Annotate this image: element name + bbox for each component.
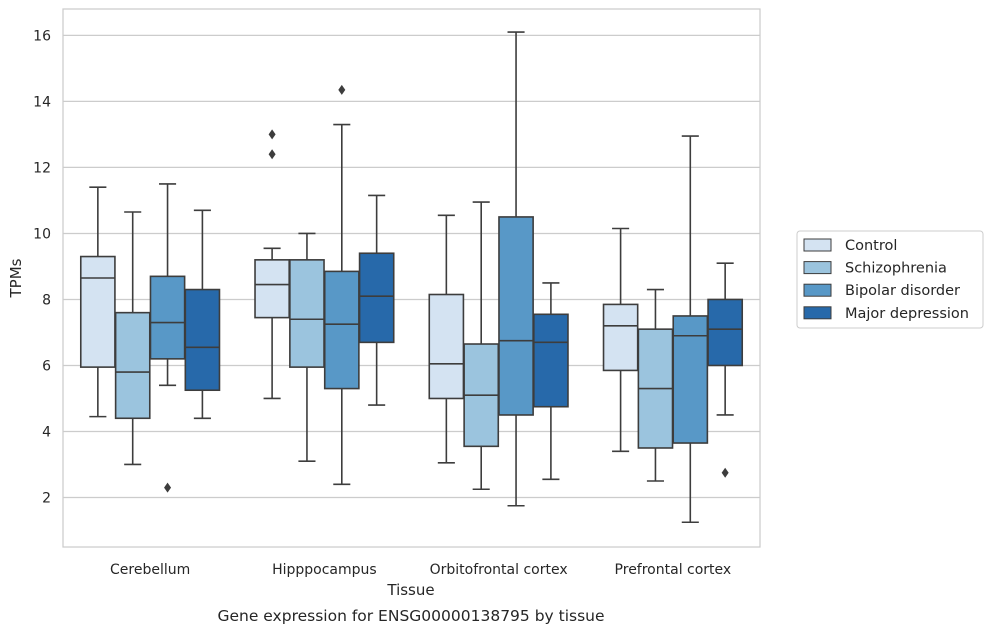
box-group [498, 31, 534, 507]
outlier-point [338, 84, 346, 95]
box-group [358, 194, 395, 406]
box-body [533, 313, 569, 408]
y-tick-label: 2 [42, 490, 51, 506]
box-body [498, 216, 534, 416]
box-group [184, 209, 221, 420]
y-tick-label: 16 [33, 28, 51, 44]
x-tick-label: Prefrontal cortex [615, 562, 732, 578]
y-tick-label: 10 [33, 226, 51, 242]
box-body [114, 311, 151, 420]
box-body [149, 275, 186, 360]
legend-frame [796, 230, 984, 329]
box-group [79, 186, 116, 418]
box-group [289, 232, 325, 462]
box-body [289, 259, 325, 368]
legend-swatch [803, 261, 832, 275]
y-tick-labels: 2 4 6 8 10 12 14 16 [33, 28, 51, 506]
box-group [672, 135, 709, 524]
x-tick-label: Orbitofrontal cortex [430, 562, 568, 578]
legend-label: Schizophrenia [845, 261, 947, 277]
box-group [114, 211, 151, 466]
y-tick-label: 8 [42, 292, 51, 308]
box-group [533, 282, 569, 481]
outlier-point [164, 482, 172, 493]
y-tick-label: 12 [33, 160, 51, 176]
y-axis-title: TPMs [7, 258, 25, 298]
box-body [707, 298, 744, 367]
box-body [184, 288, 221, 392]
box-group [149, 183, 186, 493]
box-group [707, 262, 744, 478]
legend-swatch [803, 238, 832, 252]
box-body [254, 259, 290, 319]
boxes [79, 31, 744, 524]
box-group [637, 288, 674, 482]
outlier-point [721, 467, 729, 478]
x-tick-label: Cerebellum [110, 562, 190, 578]
box-body [428, 293, 465, 400]
box-body [79, 255, 116, 368]
x-tick-labels: Cerebellum Hipppocampus Orbitofrontal cort… [110, 562, 731, 578]
legend: Control Schizophrenia Bipolar disorder Majo… [796, 230, 984, 329]
legend-label: Major depression [845, 306, 969, 322]
box-body [672, 315, 709, 444]
box-group [463, 201, 500, 491]
box-group [602, 227, 639, 453]
box-group [323, 84, 360, 486]
box-group [254, 129, 290, 400]
plot-frame [62, 8, 761, 548]
y-tick-label: 14 [33, 94, 51, 110]
outlier-point [268, 129, 276, 140]
legend-label: Bipolar disorder [845, 283, 960, 299]
box-body [358, 252, 395, 344]
legend-label: Control [845, 238, 897, 254]
y-tick-label: 6 [42, 358, 51, 374]
y-tick-label: 4 [42, 424, 51, 440]
x-axis-title: Tissue [386, 581, 434, 599]
legend-swatch [803, 306, 832, 320]
outlier-point [268, 149, 276, 160]
box-body [602, 303, 639, 372]
chart-caption: Gene expression for ENSG00000138795 by t… [217, 607, 604, 625]
x-tick-label: Hipppocampus [272, 562, 377, 578]
box-body [323, 270, 360, 390]
box-group [428, 214, 465, 464]
legend-swatch [803, 283, 832, 297]
